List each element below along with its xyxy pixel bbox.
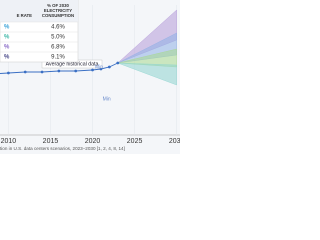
series-label: Average historical data	[46, 61, 99, 67]
x-tick-label: 2025	[127, 138, 143, 145]
table-header-bg	[0, 0, 78, 22]
cell: 6.8%	[51, 45, 65, 51]
x-tick-label: 2015	[43, 138, 59, 145]
cell: 5.0%	[51, 35, 65, 41]
header-text: CONSUMPTION	[42, 13, 74, 18]
cell: %	[4, 45, 10, 51]
cell: %	[4, 35, 10, 41]
point	[116, 61, 120, 65]
projection-band	[117, 62, 177, 86]
point	[99, 67, 103, 71]
header-text: ELECTRICITY	[44, 8, 72, 13]
cell: %	[4, 55, 10, 61]
point	[23, 70, 27, 74]
point	[57, 69, 61, 73]
chart: 2010 2015 2020 2025 2030 Average historical d…	[0, 0, 180, 154]
cell: %	[4, 25, 10, 31]
point	[7, 71, 10, 75]
point	[107, 65, 111, 69]
header-text: % OF 2030	[47, 3, 69, 8]
point	[40, 70, 44, 74]
header-text: E RATE	[17, 13, 33, 18]
x-tick-label: 2010	[1, 138, 17, 145]
cell: 9.1%	[51, 55, 65, 61]
line	[0, 62, 118, 74]
x-tick-label: 2030	[169, 138, 180, 145]
annotation: Min	[103, 96, 111, 102]
point	[74, 69, 78, 73]
point	[91, 68, 94, 72]
cell: 4.6%	[51, 25, 65, 31]
x-tick-label: 2020	[85, 138, 101, 145]
caption: tion in U.S. data centers scenarios, 202…	[0, 146, 125, 151]
annotation: Min	[95, 64, 103, 70]
